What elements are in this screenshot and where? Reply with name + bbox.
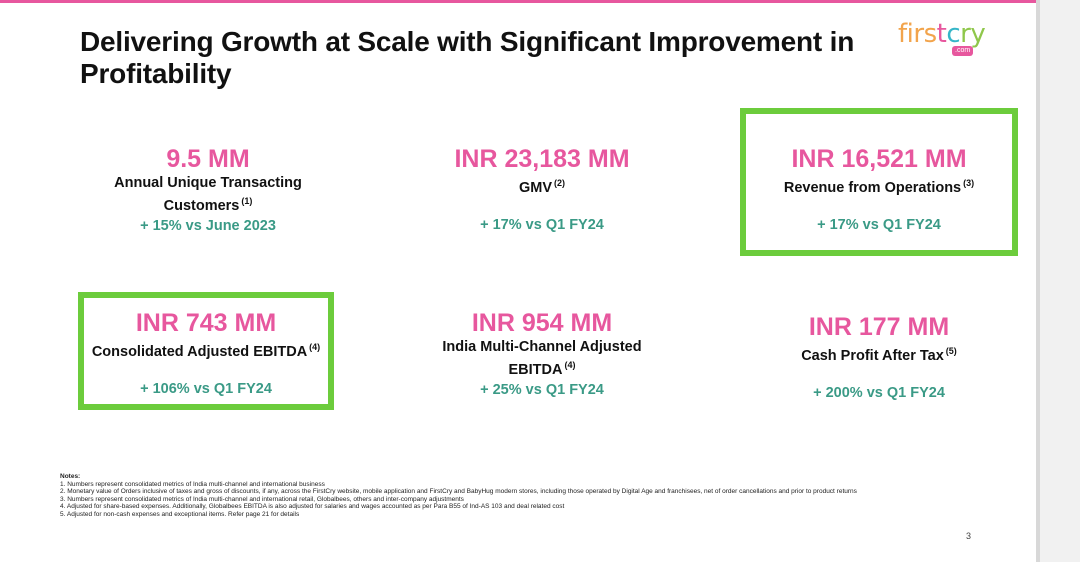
metric-growth: + 200% vs Q1 FY24 bbox=[813, 385, 945, 401]
metric-india-ebitda: INR 954 MM India Multi-Channel Adjusted … bbox=[420, 308, 664, 399]
metric-label: GMV (2) bbox=[518, 178, 566, 196]
metric-label: Consolidated Adjusted EBITDA (4) bbox=[91, 342, 321, 360]
metric-growth: + 17% vs Q1 FY24 bbox=[817, 217, 941, 233]
top-accent-bar bbox=[0, 0, 1036, 3]
highlight-box-ebitda bbox=[78, 292, 334, 410]
footnote-item: 3. Numbers represent consolidated metric… bbox=[60, 495, 464, 503]
page-number: 3 bbox=[966, 531, 972, 541]
metric-value: INR 743 MM bbox=[135, 309, 277, 337]
metric-value: INR 954 MM bbox=[471, 309, 613, 337]
viewer-edge bbox=[1036, 0, 1040, 562]
metric-value: INR 177 MM bbox=[808, 313, 950, 341]
metric-cash-profit: INR 177 MM Cash Profit After Tax (5) + 20… bbox=[750, 312, 1008, 402]
metric-consolidated-ebitda: INR 743 MM Consolidated Adjusted EBITDA(… bbox=[84, 308, 328, 398]
metric-growth: + 15% vs June 2023 bbox=[140, 218, 276, 234]
slide: Delivering Growth at Scale with Signific… bbox=[0, 0, 1036, 562]
metric-customers: 9.5 MM Annual Unique Transacting Custome… bbox=[90, 144, 326, 235]
metric-growth: + 25% vs Q1 FY24 bbox=[480, 382, 604, 398]
metric-label: Annual Unique Transacting Customers (1) bbox=[114, 175, 302, 214]
slide-title: Delivering Growth at Scale with Signific… bbox=[80, 26, 855, 89]
metric-value: 9.5 MM bbox=[166, 145, 250, 173]
metric-label: Cash Profit After Tax (5) bbox=[801, 346, 957, 364]
metric-revenue: INR 16,521 MM Revenue from Operations (3)… bbox=[750, 144, 1008, 234]
metric-label: Revenue from Operations (3) bbox=[783, 178, 975, 196]
footnote-item: 2. Monetary value of Orders inclusive of… bbox=[60, 488, 857, 496]
footnotes: Notes: 1. Numbers represent consolidated… bbox=[60, 473, 980, 519]
metric-value: INR 23,183 MM bbox=[454, 145, 630, 173]
metric-gmv: INR 23,183 MM GMV (2) + 17% vs Q1 FY24 bbox=[400, 144, 684, 234]
metric-label: India Multi-Channel Adjusted EBITDA (4) bbox=[442, 339, 642, 378]
footnote-item: 4. Adjusted for share-based expenses. Ad… bbox=[60, 503, 565, 511]
metric-growth: + 17% vs Q1 FY24 bbox=[480, 217, 604, 233]
metric-value: INR 16,521 MM bbox=[791, 145, 967, 173]
firstcry-logo: firstcry .com bbox=[898, 19, 986, 56]
footnote-item: 1. Numbers represent consolidated metric… bbox=[60, 480, 325, 488]
notes-heading: Notes: bbox=[60, 473, 81, 480]
footnote-item: 5. Adjusted for non-cash expenses and ex… bbox=[60, 510, 300, 518]
metric-growth: + 106% vs Q1 FY24 bbox=[140, 381, 272, 397]
highlight-box-revenue bbox=[740, 108, 1018, 256]
